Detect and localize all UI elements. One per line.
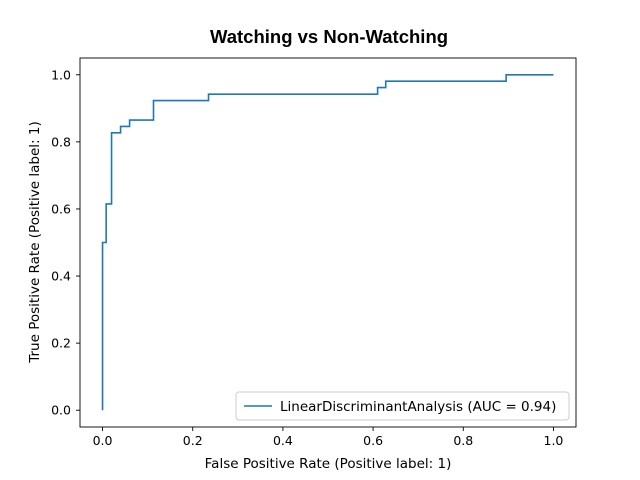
legend-entry-label: LinearDiscriminantAnalysis (AUC = 0.94) (280, 399, 556, 415)
y-axis-ticks: 0.0 0.2 0.4 0.6 0.8 1.0 (51, 67, 80, 418)
x-tick-label: 0.8 (453, 433, 473, 448)
x-axis-ticks: 0.0 0.2 0.4 0.6 0.8 1.0 (93, 427, 564, 448)
roc-curve-line (101, 73, 554, 411)
legend-box (235, 391, 570, 421)
y-tick-label: 0.6 (51, 201, 71, 216)
x-axis-label: False Positive Rate (Positive label: 1) (205, 456, 452, 472)
y-tick-label: 0.0 (51, 403, 71, 418)
y-tick-label: 0.2 (51, 336, 71, 351)
x-tick-label: 0.0 (93, 433, 113, 448)
axes-frame (79, 57, 577, 428)
y-tick-label: 0.8 (51, 134, 71, 149)
x-tick-label: 0.2 (183, 433, 203, 448)
legend: LinearDiscriminantAnalysis (AUC = 0.94) (235, 391, 570, 421)
x-tick-label: 0.6 (363, 433, 383, 448)
x-tick-label: 1.0 (544, 433, 564, 448)
chart-title: Watching vs Non-Watching (210, 26, 448, 47)
x-tick-label: 0.4 (273, 433, 293, 448)
y-axis-label: True Positive Rate (Positive label: 1) (27, 121, 43, 364)
y-tick-label: 1.0 (51, 67, 71, 82)
plot-area (79, 57, 577, 428)
y-tick-label: 0.4 (51, 269, 71, 284)
